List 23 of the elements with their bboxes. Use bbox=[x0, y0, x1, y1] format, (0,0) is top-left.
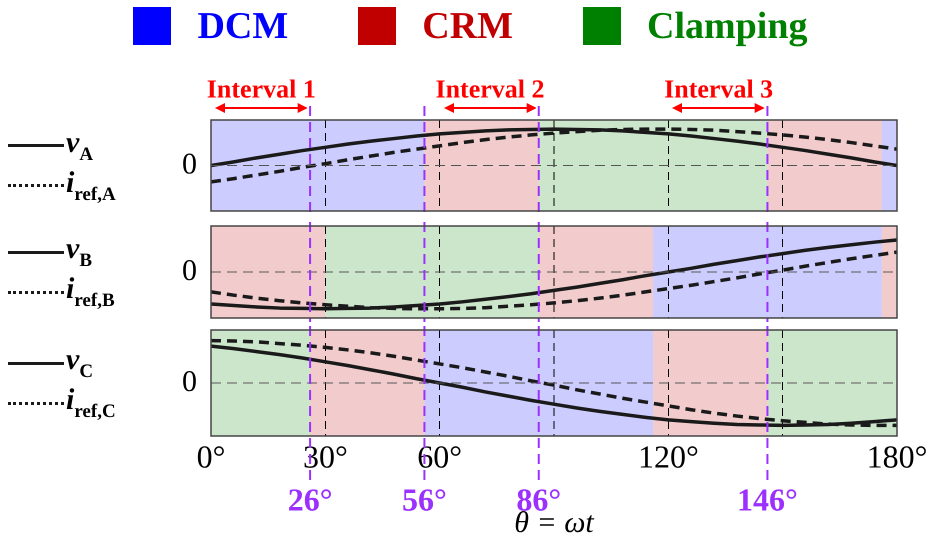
legend-label: DCM bbox=[197, 4, 288, 48]
ref-line-label: 0 bbox=[182, 364, 197, 398]
legend-label: i$_{ref,B}$ bbox=[66, 272, 115, 312]
ref-line-label: 146° bbox=[737, 481, 798, 518]
legend-label: v$_{A}$ bbox=[66, 126, 94, 166]
text: Interval 3 bbox=[664, 74, 774, 104]
legend-label: v$_{C}$ bbox=[66, 343, 94, 383]
ref-line-label: 0 bbox=[182, 147, 197, 180]
x-tick-label: 60° bbox=[417, 438, 462, 475]
ref-line-label: 56° bbox=[402, 481, 447, 518]
legend-label: i$_{ref,A}$ bbox=[66, 166, 116, 206]
ref-line-label: 0 bbox=[182, 254, 197, 287]
legend-label: v$_{B}$ bbox=[66, 232, 92, 272]
text: Interval 1 bbox=[206, 74, 316, 104]
legend-label: i$_{ref,C}$ bbox=[66, 383, 116, 423]
x-tick-label: 30° bbox=[302, 438, 348, 475]
x-tick-label: 180° bbox=[866, 438, 928, 475]
ref-line-label: 26° bbox=[288, 481, 332, 518]
legend-label: CRM bbox=[422, 4, 514, 48]
x-tick-label: 120° bbox=[638, 438, 699, 475]
text: Interval 2 bbox=[435, 74, 544, 104]
legend-label: Clamping bbox=[647, 4, 808, 48]
x-tick-label: 0° bbox=[196, 438, 226, 475]
